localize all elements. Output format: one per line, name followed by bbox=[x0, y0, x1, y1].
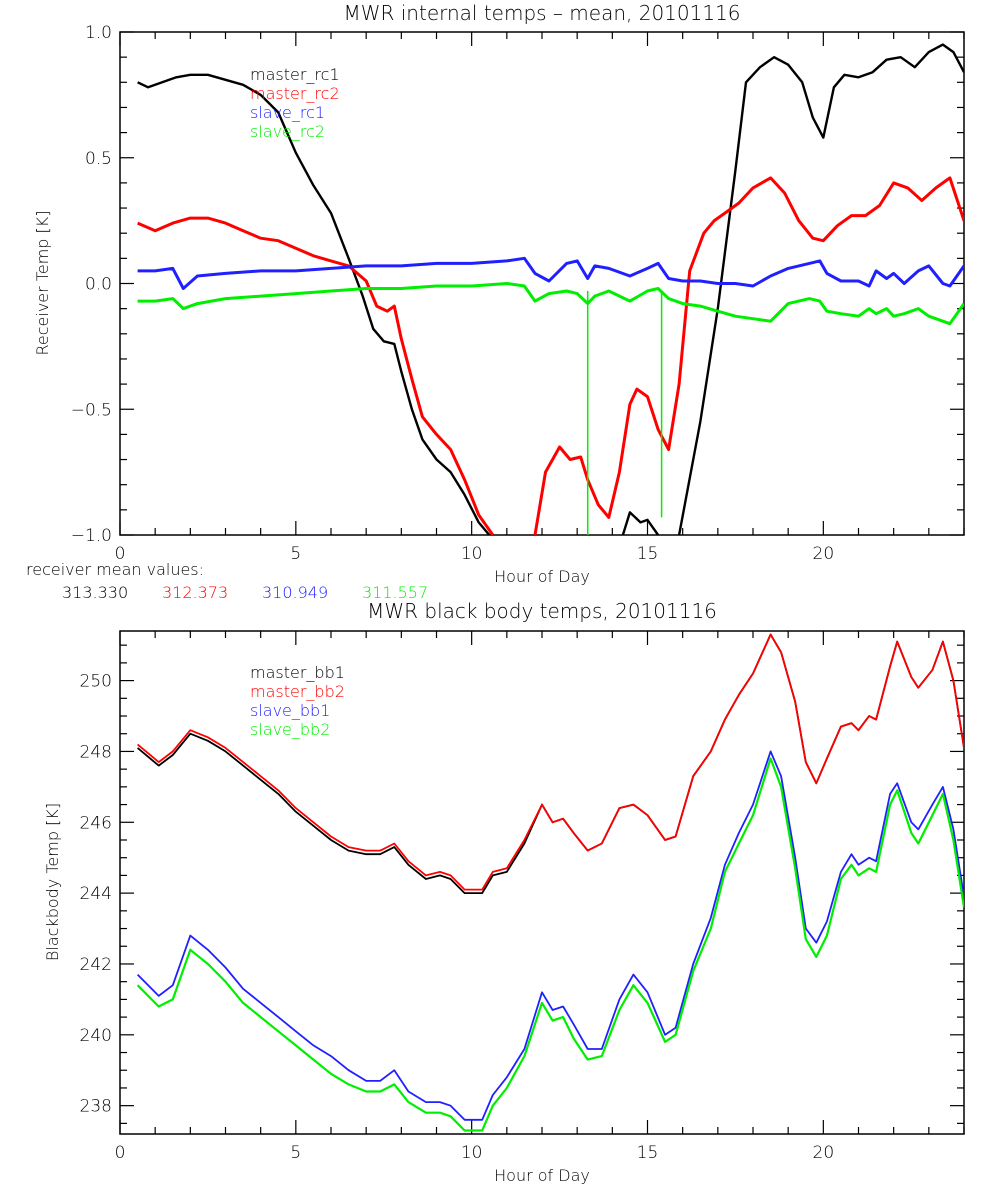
y-tick-label: 244 bbox=[80, 884, 112, 904]
series-group bbox=[137, 43, 964, 535]
y-tick-label: 0.5 bbox=[85, 149, 112, 169]
legend-entry-slave-bb2: slave_bb2 bbox=[250, 720, 330, 739]
plot-frame bbox=[119, 31, 965, 536]
x-tick-label: 5 bbox=[290, 1143, 301, 1163]
x-axis-label: Hour of Day bbox=[494, 1166, 590, 1185]
x-tick-label: 0 bbox=[115, 1143, 126, 1163]
x-tick-label: 10 bbox=[461, 544, 483, 564]
series-line-slave-bb1 bbox=[136, 750, 964, 1121]
receiver-mean-label: receiver mean values: bbox=[26, 560, 204, 579]
x-tick-label: 10 bbox=[461, 1143, 483, 1163]
y-tick-label: 242 bbox=[80, 955, 112, 975]
y-tick-label: 250 bbox=[80, 672, 112, 692]
legend: master_bb1 master_bb2 slave_bb1 slave_bb… bbox=[250, 663, 345, 739]
series-group bbox=[136, 633, 964, 1132]
y-tick-labels: −1.0 −0.5 0.0 0.5 1.0 bbox=[71, 23, 112, 546]
receiver-mean-value-3: 310.949 bbox=[262, 583, 328, 602]
series-line-slave-bb2 bbox=[136, 757, 964, 1132]
series-line-master-rc2 bbox=[137, 216, 495, 535]
y-tick-label: 0.0 bbox=[85, 275, 112, 295]
legend-entry-master-rc1: master_rc1 bbox=[250, 65, 340, 84]
x-tick-label: 15 bbox=[637, 544, 659, 564]
blackbody-temp-chart: MWR black body temps, 20101116 0 5 10 15 20 … bbox=[43, 599, 965, 1185]
series-line-master-rc2-b bbox=[533, 176, 964, 535]
legend-entry-master-bb2: master_bb2 bbox=[250, 682, 345, 701]
legend-entry-master-bb1: master_bb1 bbox=[250, 663, 345, 682]
chart-title: MWR internal temps – mean, 20101116 bbox=[343, 1, 740, 25]
x-tick-label: 20 bbox=[813, 1143, 835, 1163]
y-tick-label: −0.5 bbox=[71, 400, 112, 420]
chart-title: MWR black body temps, 20101116 bbox=[367, 599, 717, 623]
y-ticks bbox=[120, 644, 964, 1124]
legend-entry-slave-rc1: slave_rc1 bbox=[250, 103, 325, 122]
x-tick-label: 15 bbox=[637, 1143, 659, 1163]
y-axis-label: Receiver Temp [K] bbox=[33, 210, 52, 355]
receiver-mean-value-4: 311.557 bbox=[362, 583, 428, 602]
y-axis-label: Blackbody Temp [K] bbox=[43, 803, 62, 961]
receiver-mean-value-2: 312.373 bbox=[162, 583, 228, 602]
series-line-master-rc1-c bbox=[677, 43, 964, 535]
x-tick-labels: 0 5 10 15 20 bbox=[115, 544, 835, 564]
x-ticks bbox=[119, 32, 965, 535]
y-tick-label: 240 bbox=[80, 1026, 112, 1046]
y-ticks bbox=[120, 31, 964, 536]
y-tick-label: 248 bbox=[80, 742, 112, 762]
x-tick-label: 5 bbox=[290, 544, 301, 564]
legend: master_rc1 master_rc2 slave_rc1 slave_rc… bbox=[250, 65, 340, 141]
receiver-temp-chart: MWR internal temps – mean, 20101116 0 5 10… bbox=[26, 1, 965, 602]
x-tick-label: 0 bbox=[115, 544, 126, 564]
x-tick-labels: 0 5 10 15 20 bbox=[115, 1143, 835, 1163]
legend-entry-slave-rc2: slave_rc2 bbox=[250, 122, 325, 141]
series-line-master-rc1 bbox=[137, 73, 491, 535]
x-axis-label: Hour of Day bbox=[494, 567, 590, 586]
y-tick-labels: 238 240 242 244 246 248 250 bbox=[80, 672, 112, 1117]
x-tick-label: 20 bbox=[813, 544, 835, 564]
legend-entry-slave-bb1: slave_bb1 bbox=[250, 701, 330, 720]
x-ticks bbox=[119, 631, 965, 1134]
series-line-master-rc1-b bbox=[621, 511, 660, 535]
y-tick-label: 246 bbox=[80, 813, 112, 833]
receiver-mean-annotation: receiver mean values: 313.330 312.373 31… bbox=[26, 560, 428, 602]
receiver-mean-value-1: 313.330 bbox=[62, 583, 128, 602]
series-line-master-bb2 bbox=[137, 633, 964, 891]
legend-entry-master-rc2: master_rc2 bbox=[250, 84, 340, 103]
y-tick-label: 238 bbox=[80, 1097, 112, 1117]
series-line-slave-rc1 bbox=[137, 256, 964, 290]
y-tick-label: 1.0 bbox=[85, 23, 112, 43]
y-tick-label: −1.0 bbox=[71, 526, 112, 546]
series-line-slave-rc2 bbox=[137, 282, 964, 326]
